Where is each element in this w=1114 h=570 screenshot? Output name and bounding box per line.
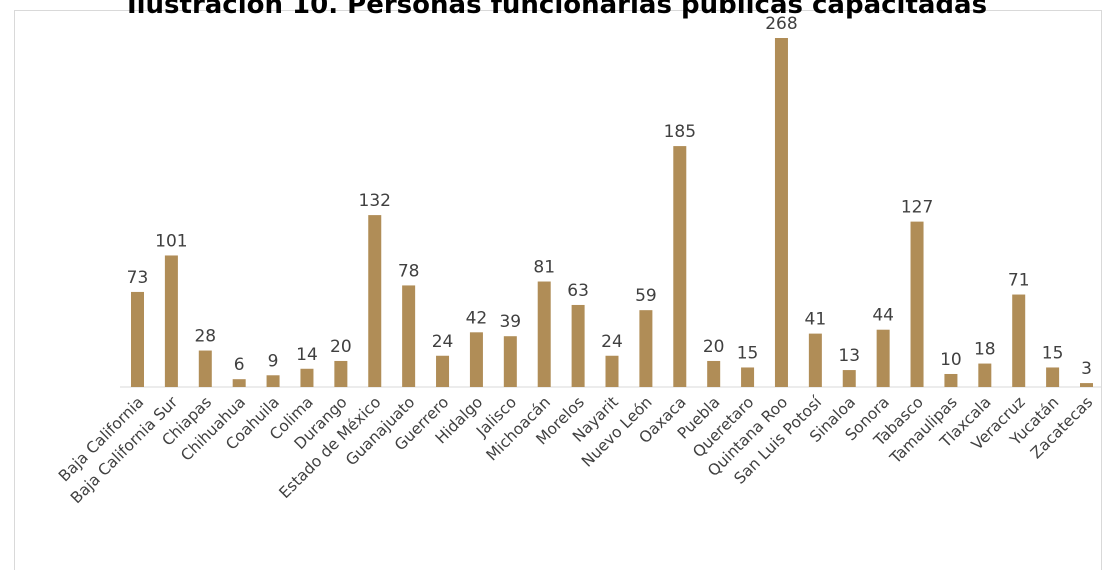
bar — [774, 38, 788, 387]
data-label: 24 — [601, 332, 623, 352]
bar — [605, 355, 619, 387]
bar — [876, 329, 890, 387]
data-label: 3 — [1081, 359, 1092, 379]
data-label: 73 — [127, 268, 149, 288]
data-label: 81 — [533, 258, 555, 278]
data-label: 127 — [901, 198, 933, 218]
data-label: 20 — [703, 337, 725, 357]
bar — [164, 255, 178, 387]
bar — [232, 379, 246, 387]
bar — [842, 370, 856, 387]
data-label: 24 — [432, 332, 454, 352]
bar — [334, 360, 348, 387]
bar — [266, 375, 280, 387]
bar — [402, 285, 416, 387]
bar — [1012, 294, 1026, 387]
bar — [131, 291, 144, 387]
data-label: 185 — [664, 122, 696, 142]
bar — [1080, 383, 1093, 387]
bar — [1046, 367, 1060, 387]
data-label: 59 — [635, 286, 657, 306]
data-label: 28 — [194, 327, 216, 347]
bar-chart: 73 101 28 6 9 14 20 132 78 24 42 39 81 63 24 59 185 20 15 2… — [55, 14, 1102, 508]
data-label: 44 — [872, 306, 894, 326]
chart-frame — [14, 10, 1102, 570]
data-label: 6 — [234, 355, 245, 375]
bar — [944, 373, 958, 387]
bar — [741, 367, 755, 387]
data-label: 71 — [1008, 271, 1030, 291]
data-label: 14 — [296, 345, 318, 365]
data-label: 9 — [268, 351, 279, 371]
chart-title: Ilustración 10. Personas funcionarias pú… — [126, 0, 988, 20]
data-label: 10 — [940, 350, 962, 370]
data-label: 18 — [974, 340, 996, 360]
bar — [537, 281, 551, 387]
data-label: 41 — [805, 310, 827, 330]
data-label: 20 — [330, 337, 352, 357]
bar — [673, 146, 687, 387]
value-labels-group: 73 101 28 6 9 14 20 132 78 24 42 39 81 63 24 59 185 20 15 2… — [127, 14, 1092, 379]
data-label: 268 — [765, 14, 797, 34]
data-label: 132 — [359, 191, 391, 211]
bar — [639, 310, 653, 387]
bar — [571, 304, 585, 387]
bar — [436, 355, 450, 387]
data-label: 39 — [499, 312, 521, 332]
data-label: 42 — [466, 308, 488, 328]
bar — [198, 350, 212, 387]
data-label: 78 — [398, 261, 420, 281]
bar — [503, 336, 517, 387]
bar — [978, 363, 992, 387]
bar — [469, 332, 483, 387]
bar — [910, 221, 924, 387]
bars-group — [131, 38, 1093, 387]
data-label: 13 — [838, 346, 860, 366]
data-label: 15 — [737, 343, 759, 363]
data-label: 15 — [1042, 343, 1064, 363]
bar — [300, 368, 314, 387]
bar — [368, 215, 382, 387]
bar — [707, 360, 721, 387]
data-label: 101 — [155, 231, 187, 251]
bar — [808, 333, 822, 387]
data-label: 63 — [567, 281, 589, 301]
